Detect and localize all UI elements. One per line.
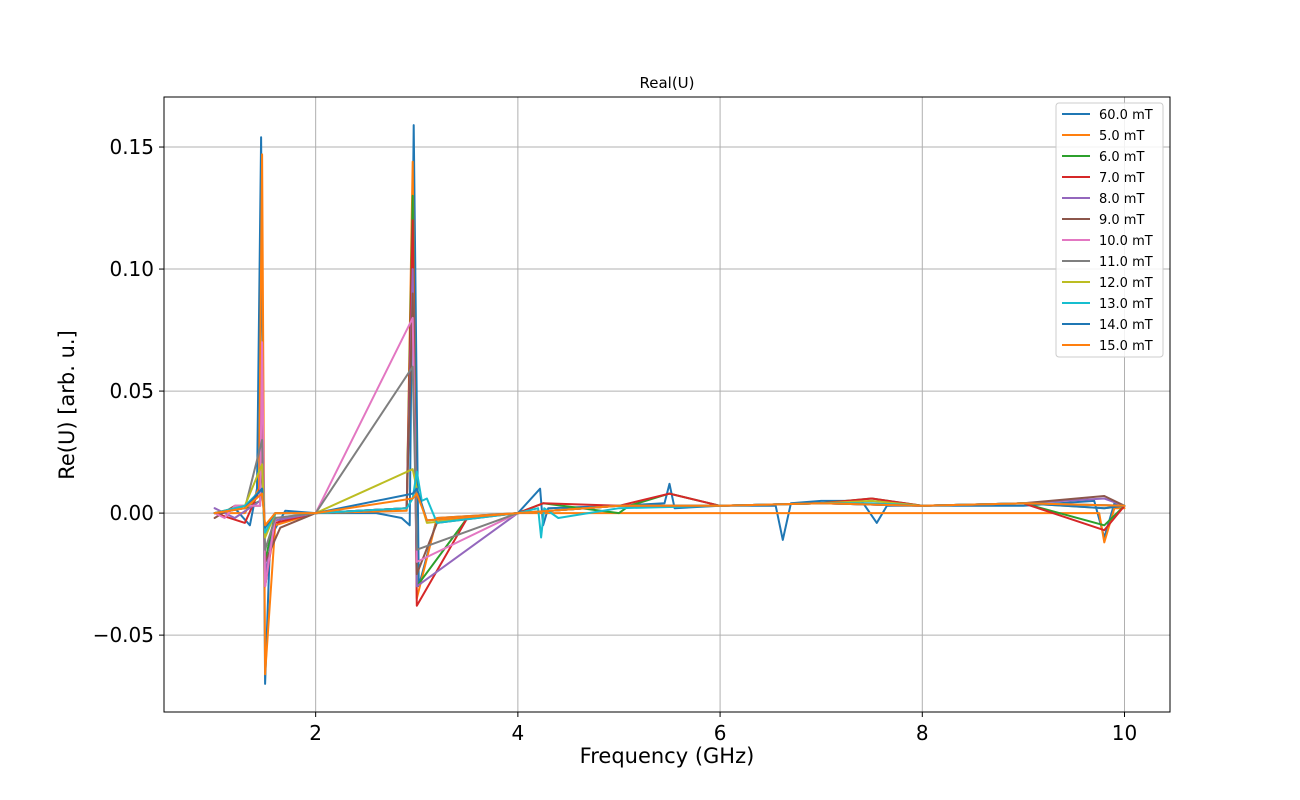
legend-label: 60.0 mT [1099,108,1153,123]
legend-label: 11.0 mT [1099,255,1153,270]
x-tick-label: 4 [512,721,525,745]
legend: 60.0 mT 5.0 mT 6.0 mT 7.0 mT 8.0 mT 9.0 mT 10.… [1055,102,1164,358]
legend-label: 8.0 mT [1099,192,1144,207]
y-tick-label: 0.15 [109,135,154,159]
series-line-15-0-mt [213,492,1126,527]
legend-label: 14.0 mT [1099,318,1153,333]
x-tick-label: 2 [309,721,322,745]
y-tick-label: 0.10 [109,257,154,281]
legend-label: 9.0 mT [1099,213,1144,228]
x-tick-label: 6 [714,721,727,745]
x-axis-label: Frequency (GHz) [580,744,755,768]
legend-label: 5.0 mT [1099,129,1144,144]
chart-title: Real(U) [639,74,694,92]
legend-label: 10.0 mT [1099,234,1153,249]
legend-label: 13.0 mT [1099,297,1153,312]
y-tick-label: 0.00 [109,501,154,525]
series-lines [213,124,1126,685]
series-line-5-0-mt [213,153,1126,676]
y-tick-label: 0.05 [109,379,154,403]
x-tick-label: 8 [916,721,929,745]
axis-ticks: 2 4 6 8 10 −0.05 0.00 0.05 0.10 0.15 [93,135,1138,745]
legend-label: 6.0 mT [1099,150,1144,165]
x-tick-label: 10 [1112,721,1137,745]
legend-label: 15.0 mT [1099,339,1153,354]
legend-box [1055,102,1164,358]
legend-label: 7.0 mT [1099,171,1144,186]
y-axis-label: Re(U) [arb. u.] [55,330,79,480]
legend-label: 12.0 mT [1099,276,1153,291]
plot-frame [163,96,1171,713]
y-tick-label: −0.05 [93,623,154,647]
